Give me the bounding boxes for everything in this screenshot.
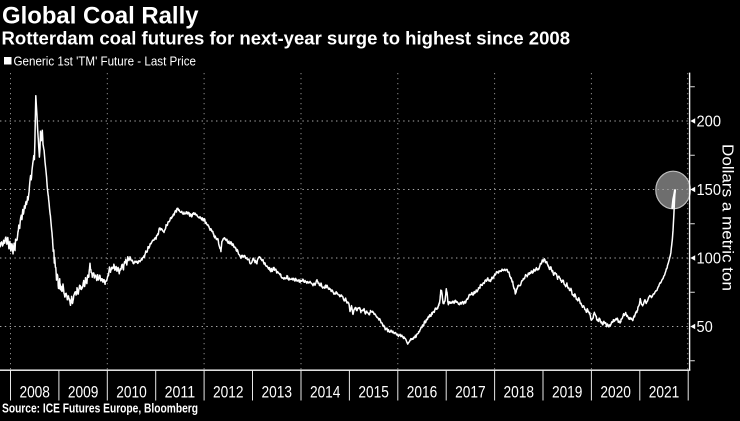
svg-text:2018: 2018: [504, 384, 535, 402]
svg-text:2009: 2009: [68, 384, 99, 402]
svg-text:150: 150: [697, 182, 722, 199]
svg-text:Rotterdam coal futures for nex: Rotterdam coal futures for next-year sur…: [2, 29, 571, 49]
svg-text:2019: 2019: [552, 384, 583, 402]
svg-text:2008: 2008: [19, 384, 50, 402]
svg-text:200: 200: [697, 113, 722, 130]
svg-text:2013: 2013: [262, 384, 293, 402]
svg-text:2015: 2015: [358, 384, 389, 402]
svg-text:Source: ICE Futures Europe, Bl: Source: ICE Futures Europe, Bloomberg: [2, 402, 198, 416]
svg-text:2021: 2021: [649, 384, 680, 402]
svg-text:2012: 2012: [213, 384, 244, 402]
svg-text:50: 50: [697, 319, 714, 336]
svg-text:2010: 2010: [116, 384, 147, 402]
svg-text:Generic 1st 'TM' Future - Last: Generic 1st 'TM' Future - Last Price: [14, 55, 197, 69]
svg-text:2011: 2011: [165, 384, 196, 402]
svg-text:Dollars a metric ton: Dollars a metric ton: [719, 144, 736, 291]
svg-text:2017: 2017: [455, 384, 486, 402]
svg-text:Global Coal Rally: Global Coal Rally: [2, 3, 199, 30]
svg-text:2020: 2020: [600, 384, 631, 402]
svg-text:2014: 2014: [310, 384, 341, 402]
svg-text:100: 100: [697, 250, 722, 267]
svg-text:2016: 2016: [407, 384, 438, 402]
